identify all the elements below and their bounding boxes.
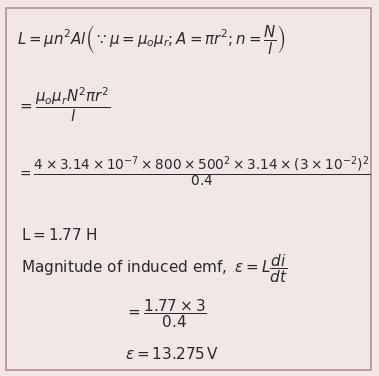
Text: $= \dfrac{\mu_o\mu_r N^2 \pi r^2}{l}$: $= \dfrac{\mu_o\mu_r N^2 \pi r^2}{l}$ bbox=[17, 86, 111, 124]
FancyBboxPatch shape bbox=[6, 8, 371, 370]
Text: $\mathrm{Magnitude\ of\ induced\ emf,}\ \varepsilon = L\dfrac{di}{dt}$: $\mathrm{Magnitude\ of\ induced\ emf,}\ … bbox=[21, 252, 288, 285]
Text: $\mathrm{L = 1.77\ H}$: $\mathrm{L = 1.77\ H}$ bbox=[21, 227, 97, 243]
Text: $L = \mu n^2 Al \left(\because \mu = \mu_o\mu_r; A = \pi r^2; n = \dfrac{N}{l}\r: $L = \mu n^2 Al \left(\because \mu = \mu… bbox=[17, 23, 286, 56]
Text: $\varepsilon = 13.275\,\mathrm{V}$: $\varepsilon = 13.275\,\mathrm{V}$ bbox=[125, 346, 219, 362]
Text: $= \dfrac{1.77\times3}{0.4}$: $= \dfrac{1.77\times3}{0.4}$ bbox=[125, 297, 207, 331]
Text: $= \dfrac{4\times3.14\times10^{-7}\times800\times500^2\times3.14\times\left(3\ti: $= \dfrac{4\times3.14\times10^{-7}\times… bbox=[17, 154, 371, 188]
